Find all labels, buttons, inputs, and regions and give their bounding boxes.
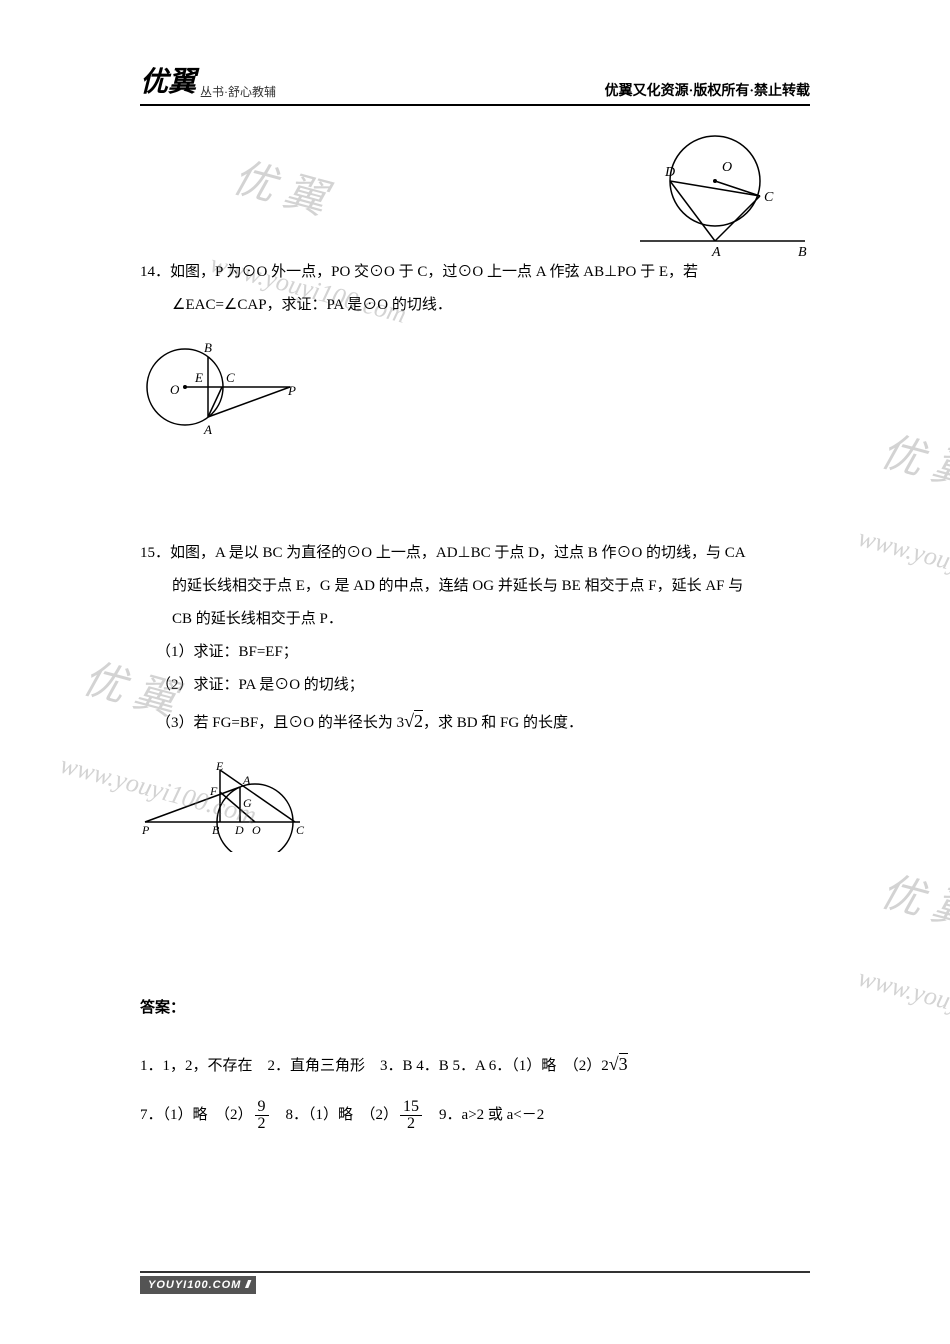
- footer-bar: YOUYI100.COM///: [140, 1276, 256, 1294]
- svg-text:D: D: [234, 823, 244, 837]
- svg-text:F: F: [209, 784, 218, 798]
- header-left: 优翼 丛书·舒心教辅: [140, 60, 276, 100]
- label-B: B: [798, 245, 807, 256]
- figure-15: E A F G P B D O C: [140, 762, 310, 852]
- problem-15-number: 15．: [140, 545, 170, 561]
- answers-section: 答案： 1．1，2，不存在 2．直角三角形 3．B 4．B 5．A 6．（1）略…: [140, 992, 810, 1133]
- frac-15-2: 152: [400, 1099, 422, 1132]
- label-C: C: [764, 190, 774, 205]
- label-D: D: [664, 165, 675, 180]
- content-area: 优 翼 www.youyi100.com D O C A B: [140, 136, 810, 1132]
- svg-text:P: P: [141, 823, 150, 837]
- problem-14-number: 14．: [140, 264, 170, 280]
- figure-top: D O C A B: [630, 126, 810, 256]
- svg-text:E: E: [194, 370, 203, 385]
- svg-text:A: A: [203, 422, 212, 437]
- label-A: A: [711, 245, 721, 256]
- page-header: 优翼 丛书·舒心教辅 优翼又化资源·版权所有·禁止转载: [140, 60, 810, 106]
- svg-text:G: G: [243, 796, 252, 810]
- watermark-2: 优 翼 www.youyi100.com: [850, 407, 950, 625]
- sqrt-2: √2: [404, 711, 423, 731]
- svg-text:C: C: [226, 370, 235, 385]
- frac-9-2: 92: [255, 1099, 269, 1132]
- problem-15-line3: CB 的延长线相交于点 P．: [140, 603, 810, 636]
- svg-text:B: B: [212, 823, 220, 837]
- problem-15-line2: 的延长线相交于点 E，G 是 AD 的中点，连结 OG 并延长与 BE 相交于点…: [140, 570, 810, 603]
- label-O: O: [722, 160, 732, 175]
- header-right: 优翼又化资源·版权所有·禁止转载: [605, 80, 810, 100]
- svg-text:O: O: [170, 382, 180, 397]
- problem-15-sub3a: （3）若 FG=BF，且⊙O 的半径长为 3: [156, 715, 404, 731]
- svg-text:O: O: [252, 823, 261, 837]
- answer-line-2: 7．（1）略 （2）92 8．（1）略 （2）152 9．a>2 或 a<－2: [140, 1099, 810, 1132]
- problem-14: 14．如图，P 为⊙O 外一点，PO 交⊙O 于 C，过⊙O 上一点 A 作弦 …: [140, 256, 810, 452]
- problem-15-sub1: （1）求证：BF=EF；: [140, 636, 810, 669]
- problem-15-sub2: （2）求证：PA 是⊙O 的切线；: [140, 669, 810, 702]
- answers-title: 答案：: [140, 992, 810, 1025]
- svg-text:E: E: [215, 762, 224, 773]
- svg-text:P: P: [287, 383, 296, 398]
- svg-text:A: A: [242, 773, 251, 787]
- problem-15: 15．如图，A 是以 BC 为直径的⊙O 上一点，AD⊥BC 于点 D，过点 B…: [140, 537, 810, 852]
- watermark-4: 优 翼 www.youyi100.com: [850, 847, 950, 1065]
- sqrt-3: √3: [609, 1054, 628, 1074]
- problem-14-line1: 如图，P 为⊙O 外一点，PO 交⊙O 于 C，过⊙O 上一点 A 作弦 AB⊥…: [170, 264, 698, 280]
- problem-15-sub3b: ，求 BD 和 FG 的长度．: [423, 715, 583, 731]
- footer-stripes-icon: ///: [245, 1279, 248, 1291]
- answer-line-1: 1．1，2，不存在 2．直角三角形 3．B 4．B 5．A 6．（1）略 （2）…: [140, 1045, 810, 1085]
- svg-text:C: C: [296, 823, 305, 837]
- svg-text:B: B: [204, 340, 212, 355]
- page-footer: YOUYI100.COM///: [140, 1271, 810, 1294]
- problem-14-line2: ∠EAC=∠CAP，求证：PA 是⊙O 的切线．: [140, 289, 810, 322]
- problem-15-line1: 如图，A 是以 BC 为直径的⊙O 上一点，AD⊥BC 于点 D，过点 B 作⊙…: [170, 545, 746, 561]
- logo-main: 优翼: [140, 60, 196, 100]
- figure-14: B E C P O A: [140, 332, 300, 452]
- logo-subtitle: 丛书·舒心教辅: [200, 83, 276, 100]
